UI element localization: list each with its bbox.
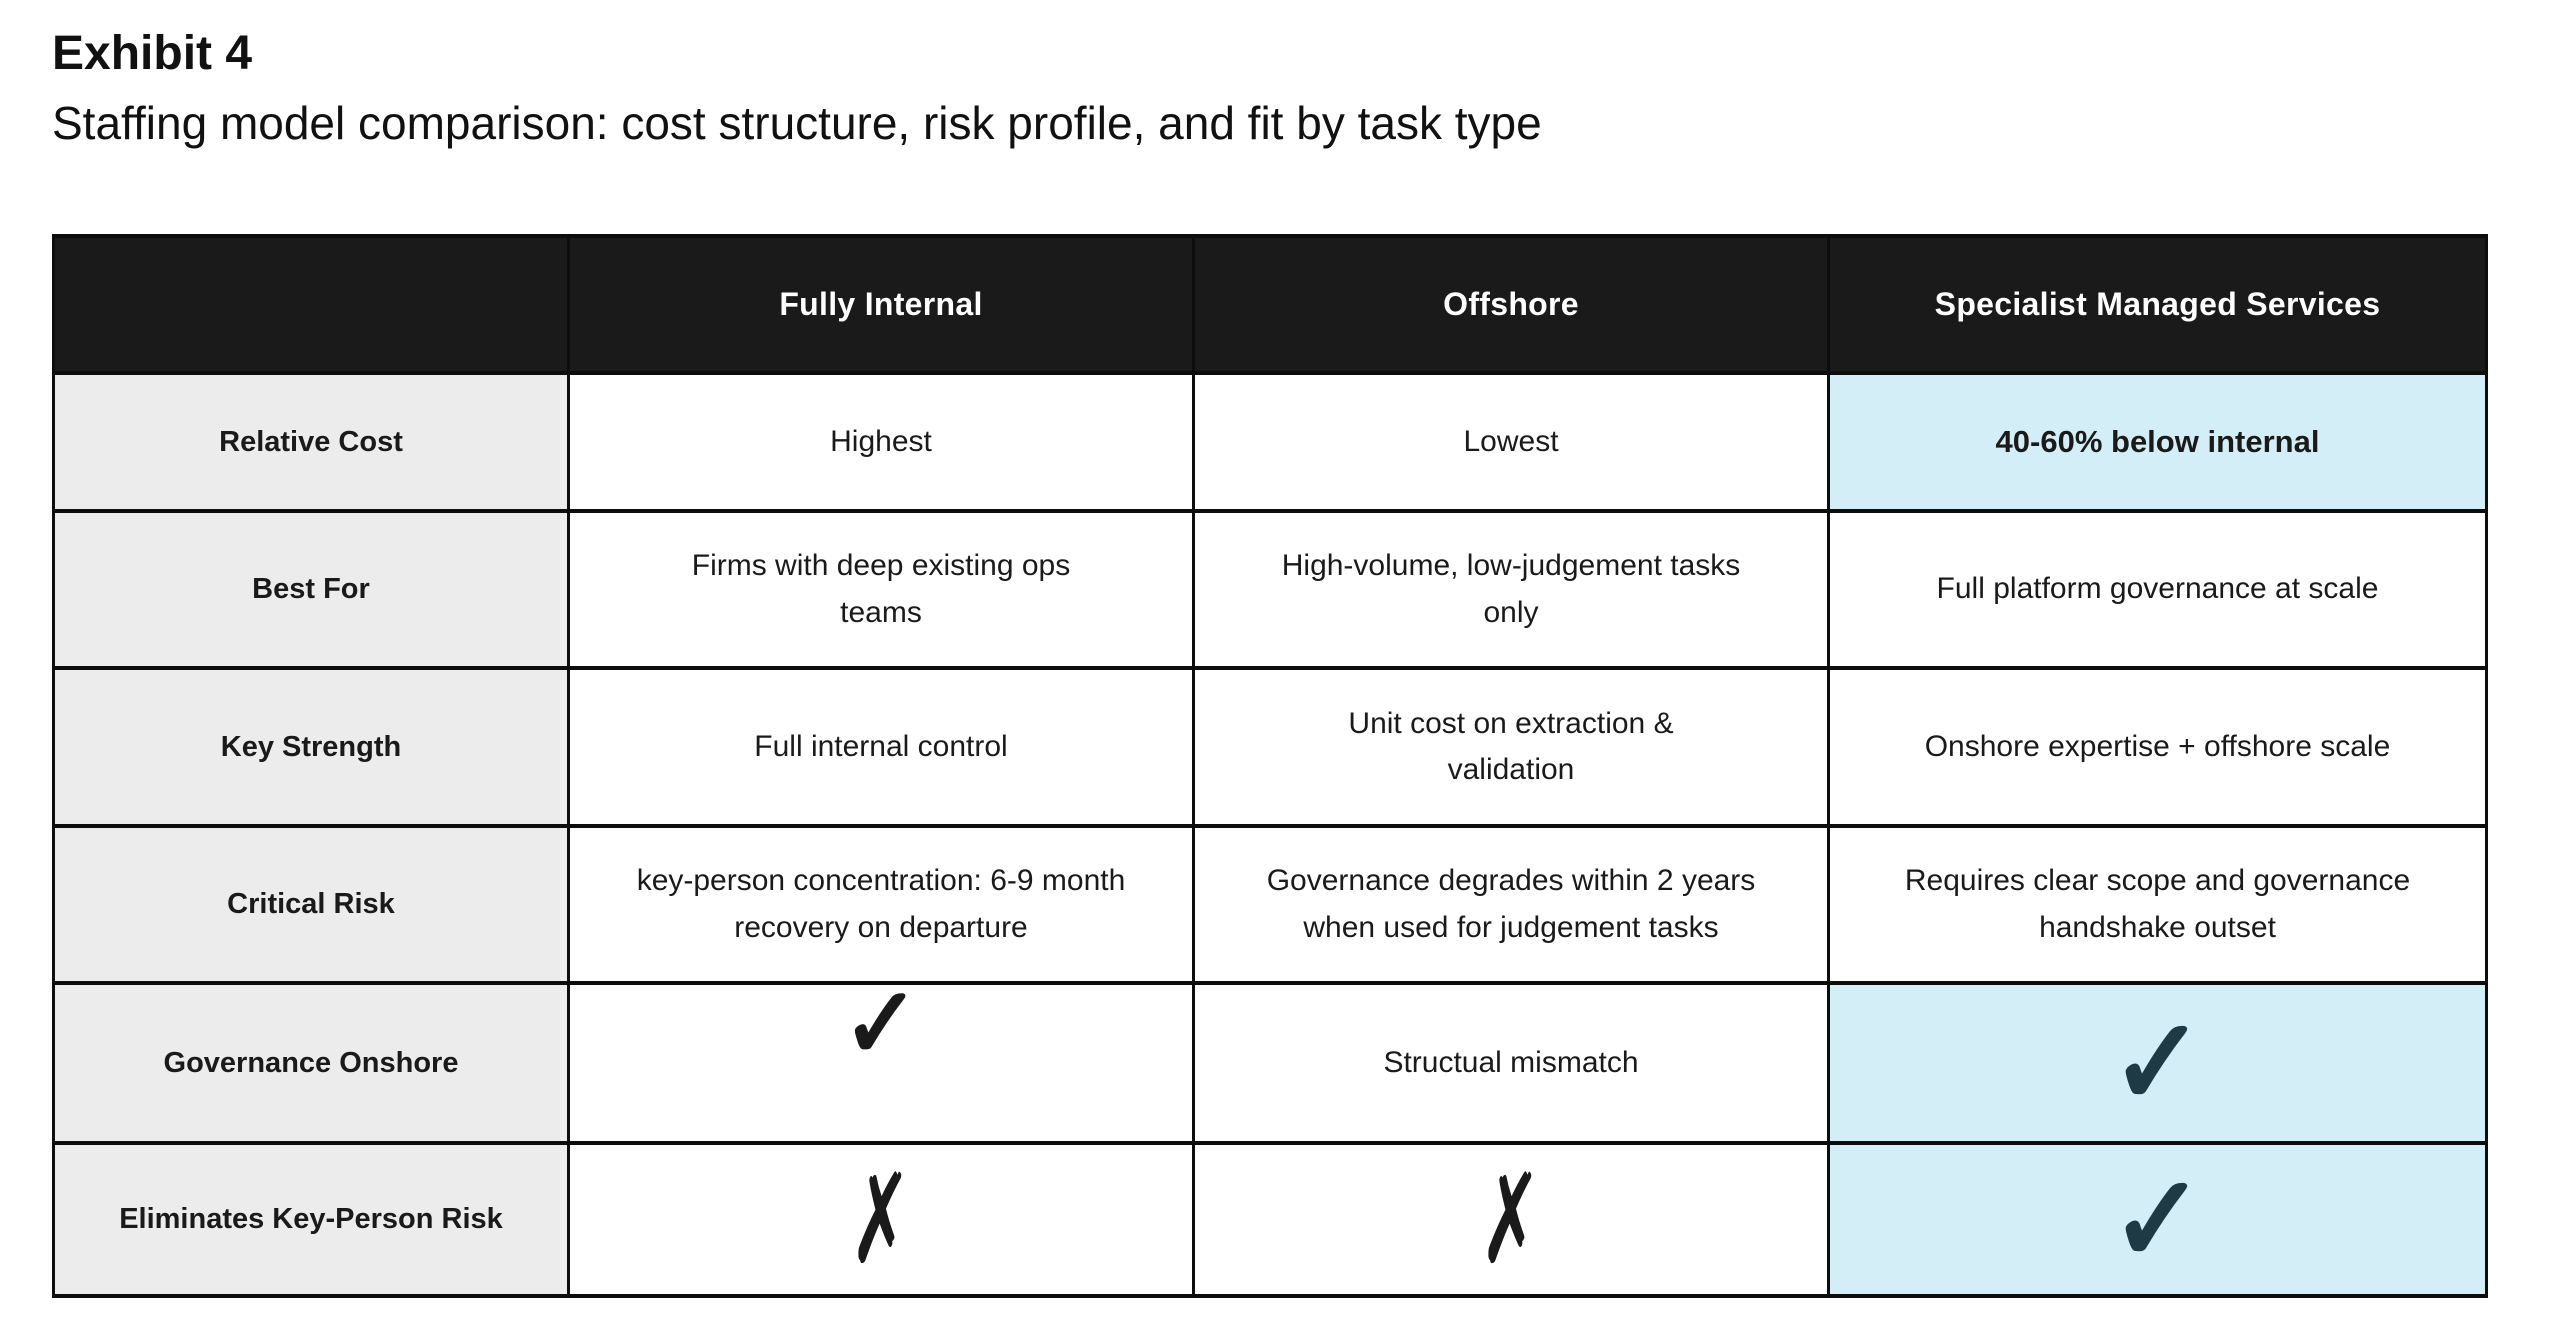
exhibit-title: Exhibit 4 — [52, 27, 253, 80]
row-label-eliminates-key-person-risk: Eliminates Key-Person Risk — [52, 1141, 570, 1299]
check-icon: ✓ — [2110, 995, 2205, 1131]
table-header-row: Fully Internal Offshore Specialist Manag… — [52, 234, 2488, 376]
cell-key-strength-offshore: Unit cost on extraction & validation — [1192, 666, 1830, 829]
cell-governance-onshore-fully-internal: ✓ — [567, 968, 1195, 1146]
cell-governance-onshore-specialist: ✓ — [1827, 981, 2488, 1146]
row-label-best-for: Best For — [52, 509, 570, 671]
header-specialist-managed-services: Specialist Managed Services — [1827, 234, 2488, 376]
cell-text: Structual mismatch — [1383, 1045, 1639, 1079]
cell-critical-risk-offshore: Governance degrades within 2 years when … — [1192, 824, 1830, 986]
row-label-governance-onshore: Governance Onshore — [52, 981, 570, 1146]
cell-key-strength-fully-internal: Full internal control — [567, 666, 1195, 829]
cell-key-strength-specialist: Onshore expertise + offshore scale — [1827, 666, 2488, 829]
cell-text: Firms with deep existing ops teams — [691, 549, 1071, 629]
cell-eliminates-key-person-risk-specialist: ✓ — [1827, 1141, 2488, 1299]
check-icon: ✓ — [842, 968, 920, 1080]
row-label-relative-cost: Relative Cost — [52, 371, 570, 514]
row-label-key-strength: Key Strength — [52, 666, 570, 829]
table-row-eliminates-key-person-risk: Eliminates Key-Person Risk ✗ ✗ ✓ — [52, 1141, 2488, 1299]
cell-relative-cost-specialist: 40-60% below internal — [1827, 371, 2488, 514]
cell-text: Lowest — [1463, 424, 1559, 458]
table-row-relative-cost: Relative Cost Highest Lowest 40-60% belo… — [52, 371, 2488, 514]
table-row-critical-risk: Critical Risk key-person concentration: … — [52, 824, 2488, 986]
exhibit-page: Exhibit 4 Staffing model comparison: cos… — [52, 27, 2488, 1299]
header-offshore: Offshore — [1192, 234, 1830, 376]
cell-text: Requires clear scope and governance hand… — [1904, 864, 2411, 944]
cell-text: Full internal control — [754, 729, 1008, 763]
cell-relative-cost-offshore: Lowest — [1192, 371, 1830, 514]
table-row-governance-onshore: Governance Onshore ✓ Structual mismatch … — [52, 968, 2488, 1146]
cell-best-for-offshore: High-volume, low-judgement tasks only — [1192, 509, 1830, 671]
cell-eliminates-key-person-risk-fully-internal: ✗ — [567, 1141, 1195, 1299]
cell-text: Unit cost on extraction & validation — [1348, 706, 1674, 787]
cell-text: Full platform governance at scale — [1936, 572, 2379, 606]
row-label-critical-risk: Critical Risk — [52, 824, 570, 986]
cell-text: Onshore expertise + offshore scale — [1924, 729, 2391, 763]
cell-eliminates-key-person-risk-offshore: ✗ — [1192, 1141, 1830, 1299]
cell-critical-risk-fully-internal: key-person concentration: 6-9 month reco… — [567, 824, 1195, 986]
cell-critical-risk-specialist: Requires clear scope and governance hand… — [1827, 824, 2488, 986]
cell-relative-cost-fully-internal: Highest — [567, 371, 1195, 514]
cell-best-for-fully-internal: Firms with deep existing ops teams — [567, 509, 1195, 671]
header-blank-cell — [52, 234, 570, 376]
cell-text: 40-60% below internal — [1995, 423, 2320, 459]
cell-text: Governance degrades within 2 years when … — [1266, 864, 1756, 944]
cross-icon: ✗ — [1480, 1150, 1542, 1289]
table-row-best-for: Best For Firms with deep existing ops te… — [52, 509, 2488, 671]
staffing-model-comparison-table: Fully Internal Offshore Specialist Manag… — [52, 234, 2488, 1299]
cell-governance-onshore-offshore: Structual mismatch — [1192, 981, 1830, 1146]
cross-icon: ✗ — [850, 1150, 912, 1289]
cell-best-for-specialist: Full platform governance at scale — [1827, 509, 2488, 671]
exhibit-subtitle: Staffing model comparison: cost structur… — [52, 97, 1542, 150]
check-icon: ✓ — [2110, 1151, 2205, 1287]
cell-text: Highest — [830, 424, 932, 458]
cell-text: High-volume, low-judgement tasks only — [1281, 549, 1741, 629]
table-row-key-strength: Key Strength Full internal control Unit … — [52, 666, 2488, 829]
header-fully-internal: Fully Internal — [567, 234, 1195, 376]
cell-text: key-person concentration: 6-9 month reco… — [636, 864, 1126, 944]
